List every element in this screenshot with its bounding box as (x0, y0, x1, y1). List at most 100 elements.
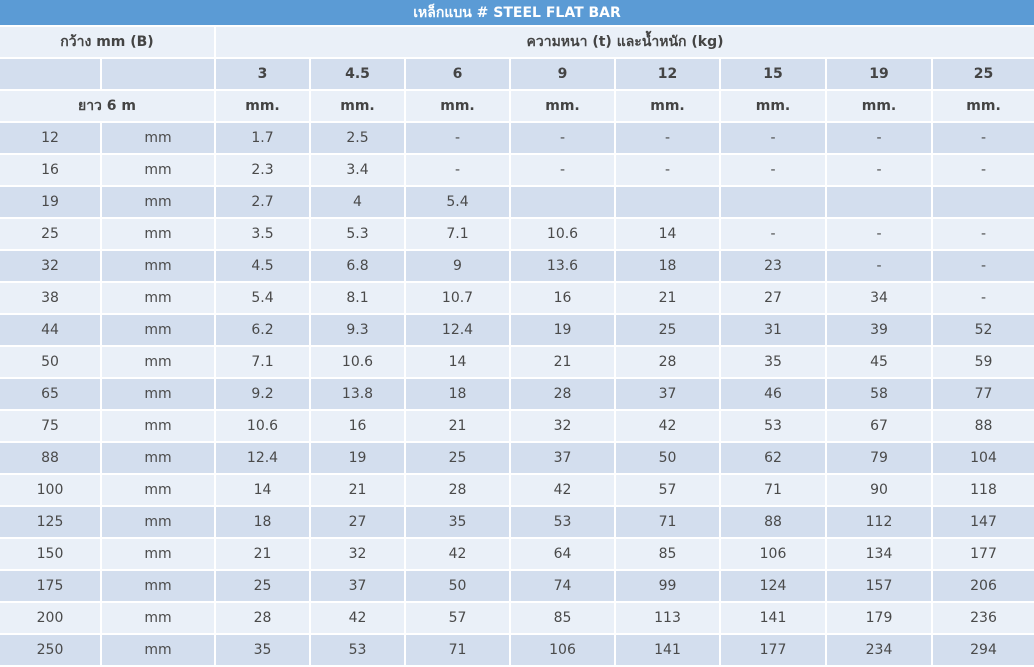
weight-cell: 147 (933, 507, 1034, 539)
weight-cell: 19 (511, 315, 616, 347)
weight-cell: 77 (933, 379, 1034, 411)
weight-cell: 18 (616, 251, 721, 283)
width-unit-cell: mm (102, 155, 216, 187)
width-cell: 16 (0, 155, 102, 187)
weight-cell: 71 (616, 507, 721, 539)
width-cell: 44 (0, 315, 102, 347)
weight-cell: 9.3 (311, 315, 406, 347)
weight-cell: 10.6 (311, 347, 406, 379)
weight-cell: 37 (511, 443, 616, 475)
thickness-weight-header: ความหนา (t) และน้ำหนัก (kg) (216, 27, 1034, 59)
unit-header-cell: mm. (511, 91, 616, 123)
weight-cell: - (721, 155, 827, 187)
unit-header-cell: mm. (406, 91, 511, 123)
table-row: 75 mm 10.6 16 21 32 42 53 67 88 (0, 411, 1034, 443)
weight-cell: 25 (216, 571, 311, 603)
thickness-header-cell: 4.5 (311, 59, 406, 91)
weight-cell: 6.8 (311, 251, 406, 283)
header-row-1: กว้าง mm (B) ความหนา (t) และน้ำหนัก (kg) (0, 27, 1034, 59)
table-row: 38 mm 5.4 8.1 10.7 16 21 27 34- (0, 283, 1034, 315)
weight-cell: 31 (721, 315, 827, 347)
weight-cell: 39 (827, 315, 933, 347)
weight-cell (827, 187, 933, 219)
weight-cell: 5.3 (311, 219, 406, 251)
weight-cell: 35 (216, 635, 311, 667)
weight-cell: 46 (721, 379, 827, 411)
weight-cell: 57 (616, 475, 721, 507)
weight-cell: 10.6 (216, 411, 311, 443)
weight-cell: 16 (511, 283, 616, 315)
width-unit-cell: mm (102, 219, 216, 251)
weight-cell: 37 (616, 379, 721, 411)
unit-header-cell: mm. (616, 91, 721, 123)
weight-cell: - (827, 219, 933, 251)
weight-cell: 104 (933, 443, 1034, 475)
weight-cell: 28 (216, 603, 311, 635)
length-header: ยาว 6 m (0, 91, 216, 123)
weight-cell: 4.5 (216, 251, 311, 283)
weight-cell: 2.5 (311, 123, 406, 155)
weight-cell: 53 (511, 507, 616, 539)
weight-cell: 14 (616, 219, 721, 251)
width-unit-cell: mm (102, 411, 216, 443)
weight-cell: 53 (311, 635, 406, 667)
weight-cell: 177 (721, 635, 827, 667)
table-row: 32 mm 4.5 6.8 9 13.6 18 23- - (0, 251, 1034, 283)
weight-cell: 6.2 (216, 315, 311, 347)
width-unit-cell: mm (102, 187, 216, 219)
thickness-header-cell: 3 (216, 59, 311, 91)
table-row: 44 mm 6.2 9.3 12.4 19 25 31 39 52 (0, 315, 1034, 347)
width-cell: 200 (0, 603, 102, 635)
unit-header-cell: mm. (827, 91, 933, 123)
weight-cell: 50 (616, 443, 721, 475)
weight-cell: 25 (616, 315, 721, 347)
weight-cell: 52 (933, 315, 1034, 347)
unit-header-cell: mm. (216, 91, 311, 123)
weight-cell: - (511, 155, 616, 187)
weight-cell: 32 (311, 539, 406, 571)
weight-cell: - (827, 123, 933, 155)
weight-cell: 64 (511, 539, 616, 571)
weight-cell: 16 (311, 411, 406, 443)
weight-cell: - (721, 123, 827, 155)
thickness-header-cell: 6 (406, 59, 511, 91)
weight-cell: 67 (827, 411, 933, 443)
weight-cell: 21 (616, 283, 721, 315)
weight-cell: 28 (406, 475, 511, 507)
width-unit-cell: mm (102, 315, 216, 347)
weight-cell: 113 (616, 603, 721, 635)
unit-header-row: ยาว 6 m mm. mm. mm. mm. mm. mm. mm. mm. (0, 91, 1034, 123)
weight-cell: 112 (827, 507, 933, 539)
weight-cell: 2.3 (216, 155, 311, 187)
width-unit-cell: mm (102, 603, 216, 635)
weight-cell: 45 (827, 347, 933, 379)
weight-cell: 28 (511, 379, 616, 411)
thickness-header-cell: 19 (827, 59, 933, 91)
weight-cell: 27 (311, 507, 406, 539)
weight-cell: 74 (511, 571, 616, 603)
weight-cell: 118 (933, 475, 1034, 507)
weight-cell: 99 (616, 571, 721, 603)
weight-cell: 141 (616, 635, 721, 667)
weight-cell: - (721, 219, 827, 251)
weight-cell: 42 (311, 603, 406, 635)
table-row: 175 mm 25 37 50 74 99 124 157 206 (0, 571, 1034, 603)
weight-cell (721, 187, 827, 219)
weight-cell: 50 (406, 571, 511, 603)
weight-cell: 14 (216, 475, 311, 507)
weight-cell: - (827, 155, 933, 187)
weight-cell: 59 (933, 347, 1034, 379)
weight-cell: 42 (616, 411, 721, 443)
width-cell: 100 (0, 475, 102, 507)
weight-cell: 57 (406, 603, 511, 635)
weight-cell: - (933, 155, 1034, 187)
weight-cell: 88 (933, 411, 1034, 443)
table-row: 25 mm 3.5 5.3 7.1 10.6 14- - - (0, 219, 1034, 251)
weight-cell: 7.1 (216, 347, 311, 379)
weight-cell: 5.4 (406, 187, 511, 219)
weight-cell: 13.6 (511, 251, 616, 283)
width-unit-cell: mm (102, 475, 216, 507)
weight-cell: 177 (933, 539, 1034, 571)
width-unit-cell: mm (102, 571, 216, 603)
